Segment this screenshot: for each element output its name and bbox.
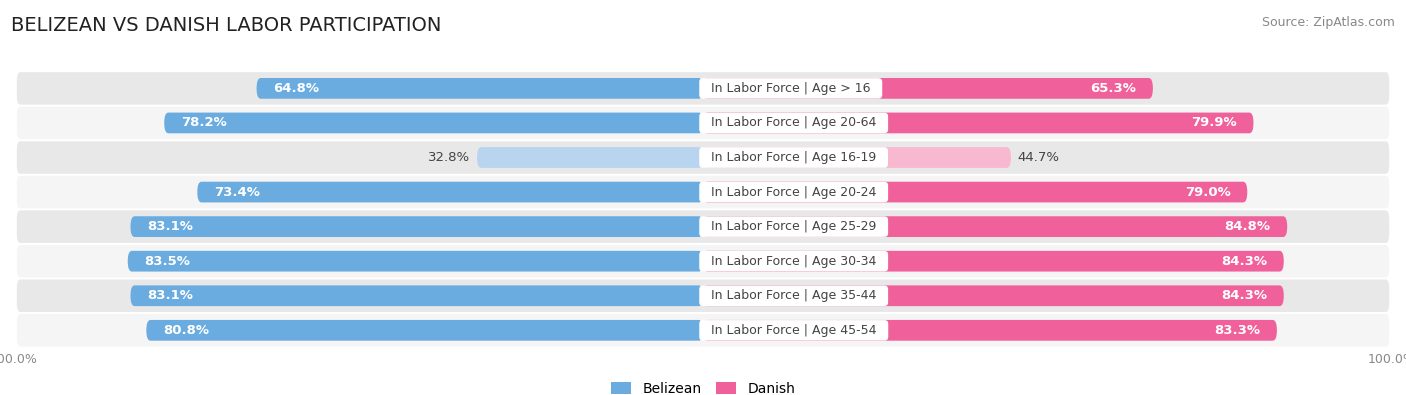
Text: BELIZEAN VS DANISH LABOR PARTICIPATION: BELIZEAN VS DANISH LABOR PARTICIPATION <box>11 16 441 35</box>
FancyBboxPatch shape <box>17 72 1389 105</box>
FancyBboxPatch shape <box>703 216 1288 237</box>
Text: 83.3%: 83.3% <box>1215 324 1260 337</box>
Text: In Labor Force | Age 25-29: In Labor Force | Age 25-29 <box>703 220 884 233</box>
FancyBboxPatch shape <box>17 176 1389 208</box>
Text: 79.0%: 79.0% <box>1185 186 1230 199</box>
FancyBboxPatch shape <box>703 320 1277 340</box>
Text: Source: ZipAtlas.com: Source: ZipAtlas.com <box>1261 16 1395 29</box>
Text: 78.2%: 78.2% <box>181 117 226 130</box>
FancyBboxPatch shape <box>17 107 1389 139</box>
FancyBboxPatch shape <box>128 251 703 272</box>
FancyBboxPatch shape <box>703 182 1247 202</box>
FancyBboxPatch shape <box>703 113 1254 134</box>
Text: 64.8%: 64.8% <box>273 82 319 95</box>
FancyBboxPatch shape <box>131 285 703 306</box>
FancyBboxPatch shape <box>131 216 703 237</box>
FancyBboxPatch shape <box>703 251 1284 272</box>
FancyBboxPatch shape <box>17 314 1389 346</box>
FancyBboxPatch shape <box>146 320 703 340</box>
FancyBboxPatch shape <box>197 182 703 202</box>
Text: 44.7%: 44.7% <box>1018 151 1060 164</box>
FancyBboxPatch shape <box>17 245 1389 277</box>
Legend: Belizean, Danish: Belizean, Danish <box>605 376 801 395</box>
Text: In Labor Force | Age 45-54: In Labor Force | Age 45-54 <box>703 324 884 337</box>
Text: 32.8%: 32.8% <box>427 151 470 164</box>
FancyBboxPatch shape <box>703 285 1284 306</box>
Text: In Labor Force | Age 20-24: In Labor Force | Age 20-24 <box>703 186 884 199</box>
FancyBboxPatch shape <box>703 147 1011 168</box>
Text: 84.8%: 84.8% <box>1225 220 1271 233</box>
Text: In Labor Force | Age 16-19: In Labor Force | Age 16-19 <box>703 151 884 164</box>
Text: 65.3%: 65.3% <box>1091 82 1136 95</box>
Text: 84.3%: 84.3% <box>1222 289 1267 302</box>
FancyBboxPatch shape <box>17 141 1389 174</box>
Text: 83.5%: 83.5% <box>145 255 190 268</box>
Text: 73.4%: 73.4% <box>214 186 260 199</box>
FancyBboxPatch shape <box>17 211 1389 243</box>
Text: In Labor Force | Age > 16: In Labor Force | Age > 16 <box>703 82 879 95</box>
Text: In Labor Force | Age 35-44: In Labor Force | Age 35-44 <box>703 289 884 302</box>
Text: 83.1%: 83.1% <box>148 220 193 233</box>
Text: In Labor Force | Age 30-34: In Labor Force | Age 30-34 <box>703 255 884 268</box>
FancyBboxPatch shape <box>477 147 703 168</box>
FancyBboxPatch shape <box>256 78 703 99</box>
FancyBboxPatch shape <box>703 78 1153 99</box>
Text: 80.8%: 80.8% <box>163 324 209 337</box>
Text: 84.3%: 84.3% <box>1222 255 1267 268</box>
Text: 83.1%: 83.1% <box>148 289 193 302</box>
FancyBboxPatch shape <box>17 280 1389 312</box>
FancyBboxPatch shape <box>165 113 703 134</box>
Text: 79.9%: 79.9% <box>1191 117 1237 130</box>
Text: In Labor Force | Age 20-64: In Labor Force | Age 20-64 <box>703 117 884 130</box>
